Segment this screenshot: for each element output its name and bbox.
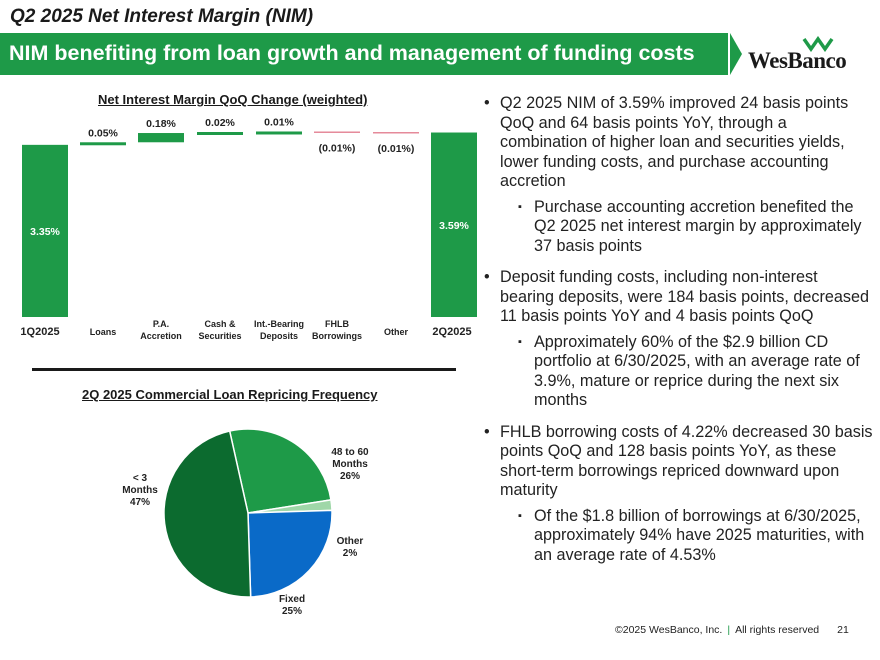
waterfall-tick-label-0: 1Q2025 <box>20 326 59 338</box>
waterfall-data-label-5: (0.01%) <box>319 142 356 154</box>
waterfall-tick-label-3-line2: Securities <box>198 331 241 341</box>
sub-bullet-accretion: Purchase accounting accretion benefited … <box>518 198 876 257</box>
bullet-group-deposits: Deposit funding costs, including non-int… <box>484 268 876 411</box>
waterfall-bar-4 <box>256 131 302 135</box>
bullet-group-nim: Q2 2025 NIM of 3.59% improved 24 basis p… <box>484 94 876 256</box>
pie-value-label-1: 2% <box>343 548 358 559</box>
waterfall-tick-label-1: Loans <box>90 327 117 337</box>
pie-value-label-2: 25% <box>282 606 302 617</box>
waterfall-tick-label-2-line2: Accretion <box>140 331 182 341</box>
waterfall-tick-label-5: FHLB <box>325 319 349 329</box>
pie-name-label-3-1: Months <box>122 485 158 496</box>
sub-bullet-borrowings: Of the $1.8 billion of borrowings at 6/3… <box>518 507 876 566</box>
waterfall-tick-label-2: P.A. <box>153 319 169 329</box>
waterfall-tick-label-7: 2Q2025 <box>432 326 471 338</box>
logo-mark-icon <box>802 36 834 52</box>
footer-separator: | <box>727 624 731 636</box>
waterfall-bar-6 <box>373 132 419 134</box>
rights-text: All rights reserved <box>735 624 820 636</box>
bullet-fhlb: FHLB borrowing costs of 4.22% decreased … <box>484 423 876 501</box>
waterfall-bar-2 <box>138 133 184 143</box>
waterfall-tick-label-5-line2: Borrowings <box>312 331 362 341</box>
waterfall-chart-title: Net Interest Margin QoQ Change (weighted… <box>98 92 368 107</box>
waterfall-data-label-7: 3.59% <box>439 220 469 232</box>
bullet-nim: Q2 2025 NIM of 3.59% improved 24 basis p… <box>484 94 876 192</box>
waterfall-bar-7 <box>431 132 477 317</box>
page-number: 21 <box>837 624 849 636</box>
pie-name-label-2-0: Fixed <box>279 594 305 605</box>
waterfall-data-label-3: 0.02% <box>205 117 235 129</box>
waterfall-bar-5 <box>314 131 360 133</box>
pie-value-label-3: 47% <box>130 497 150 508</box>
pie-name-label-3-0: < 3 <box>133 473 148 484</box>
pie-name-label-0-1: Months <box>332 459 368 470</box>
waterfall-data-label-6: (0.01%) <box>378 143 415 155</box>
pie-value-label-0: 26% <box>340 471 360 482</box>
headline-banner: NIM benefiting from loan growth and mana… <box>0 33 728 75</box>
commentary-bullets: Q2 2025 NIM of 3.59% improved 24 basis p… <box>484 94 876 577</box>
copyright: ©2025 WesBanco, Inc. <box>615 624 723 636</box>
waterfall-tick-label-6: Other <box>384 327 409 337</box>
pie-slice-0 <box>228 428 332 514</box>
section-divider <box>32 368 456 371</box>
waterfall-tick-label-3: Cash & <box>204 319 236 329</box>
waterfall-data-label-1: 0.05% <box>88 127 118 139</box>
waterfall-tick-label-4: Int.-Bearing <box>254 319 304 329</box>
waterfall-data-label-4: 0.01% <box>264 116 294 128</box>
logo-wordmark: WesBanco <box>748 48 847 73</box>
footer: ©2025 WesBanco, Inc. | All rights reserved… <box>615 624 849 636</box>
headline-text: NIM benefiting from loan growth and mana… <box>9 41 695 65</box>
waterfall-data-label-2: 0.18% <box>146 118 176 130</box>
slide-title: Q2 2025 Net Interest Margin (NIM) <box>10 6 314 27</box>
pie-chart-title: 2Q 2025 Commercial Loan Repricing Freque… <box>82 387 378 402</box>
banner-chevron-tip <box>730 33 742 75</box>
waterfall-tick-label-4-line2: Deposits <box>260 331 298 341</box>
waterfall-bar-1 <box>80 142 126 146</box>
pie-slice-2 <box>247 509 333 598</box>
pie-name-label-0-0: 48 to 60 <box>331 447 369 458</box>
waterfall-bar-0 <box>22 144 68 317</box>
pie-slice-3 <box>163 430 252 598</box>
nim-waterfall-chart: 3.35% 0.05% 0.18% 0.02% 0.01% (0.01%) (0.01%) 3… <box>20 116 477 341</box>
wesbanco-logo: WesBanco <box>746 36 856 76</box>
sub-bullet-cd-portfolio: Approximately 60% of the $2.9 billion CD… <box>518 333 876 411</box>
pie-name-label-1-0: Other <box>337 536 364 547</box>
bullet-deposit-costs: Deposit funding costs, including non-int… <box>484 268 876 327</box>
waterfall-bar-3 <box>197 132 243 135</box>
bullet-group-fhlb: FHLB borrowing costs of 4.22% decreased … <box>484 423 876 566</box>
waterfall-data-label-0: 3.35% <box>30 226 60 238</box>
